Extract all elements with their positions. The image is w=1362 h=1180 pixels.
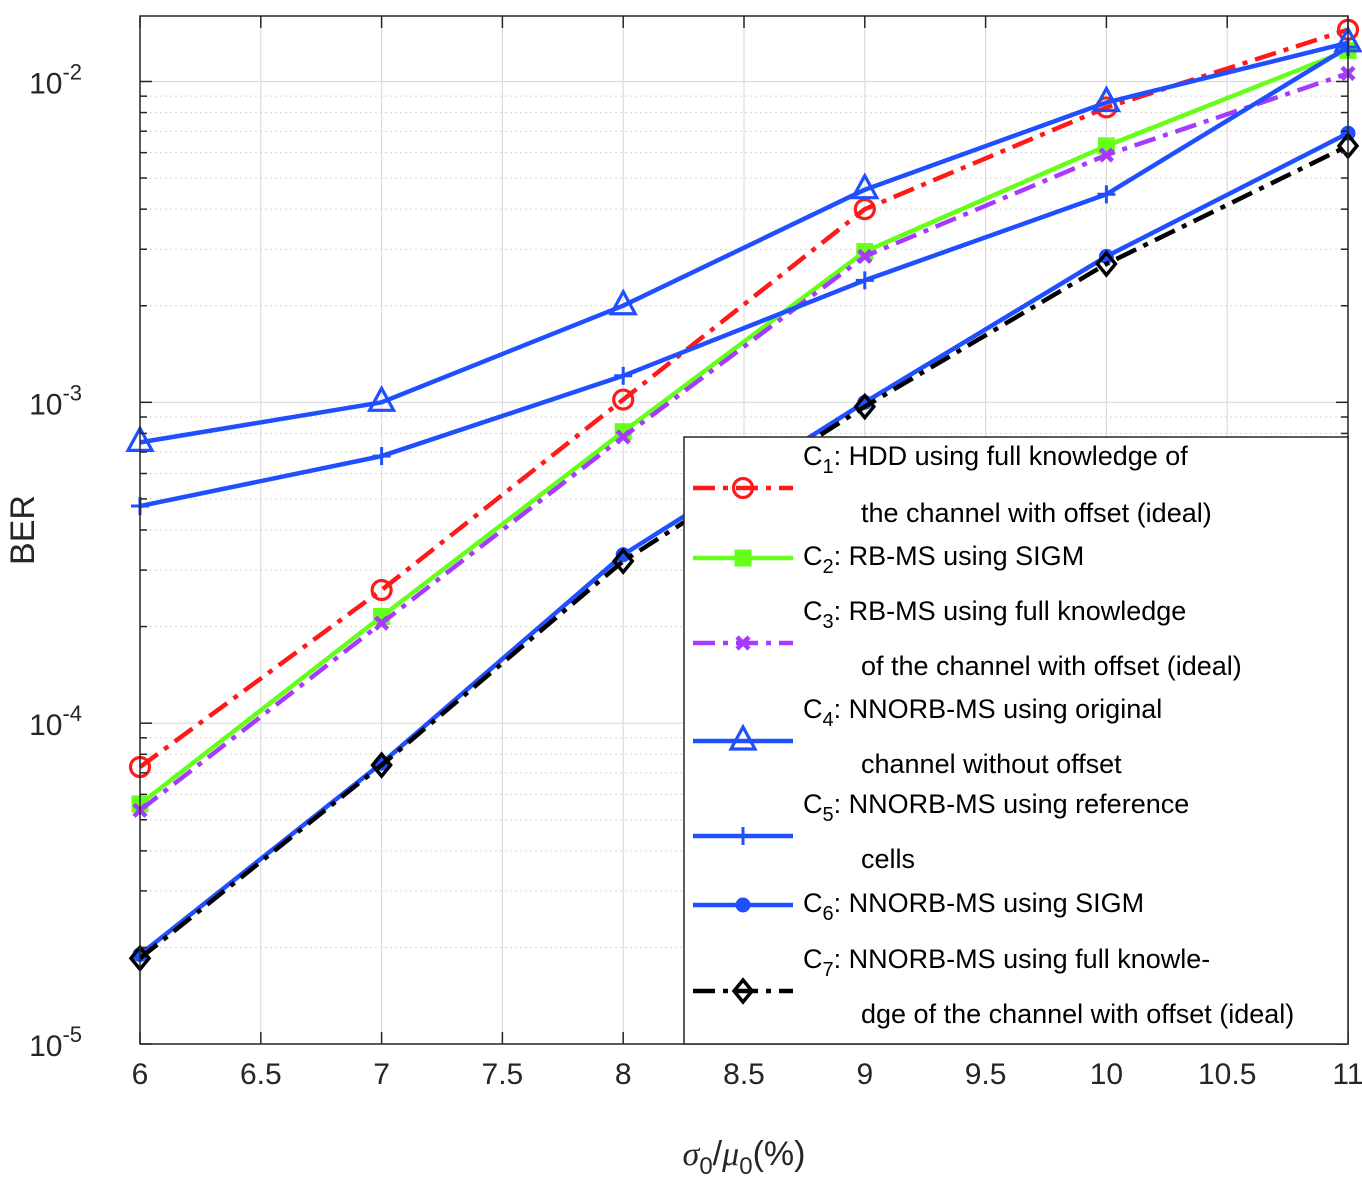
y-tick-label: 10-5 <box>29 1022 82 1063</box>
x-tick-label: 9.5 <box>965 1058 1007 1091</box>
data-point-c4 <box>1091 85 1122 113</box>
series-line-c5 <box>139 45 1350 509</box>
x-axis-label: σ0/μ0(%) <box>683 1135 806 1180</box>
legend-entry-c5: C5: NNORB-MS using reference cells <box>693 789 1189 874</box>
data-point-c1 <box>370 578 393 602</box>
legend-swatch-marker <box>735 897 751 913</box>
legend-box <box>683 436 1349 1045</box>
legend-entry-c4: C4: NNORB-MS using original channel witho… <box>693 694 1162 779</box>
legend-entry-c1: C1: HDD using full knowledge of the chann… <box>693 441 1212 528</box>
legend-label: C6: NNORB-MS using SIGM <box>803 888 1144 925</box>
legend-swatch-marker <box>734 549 752 567</box>
legend-label: C2: RB-MS using SIGM <box>803 541 1084 578</box>
legend-label-line2: the channel with offset (ideal) <box>861 498 1212 528</box>
data-point-c7 <box>370 751 393 779</box>
data-point-c4 <box>608 288 638 316</box>
x-tick-label: 8 <box>615 1058 632 1091</box>
data-point-c4 <box>366 384 397 412</box>
y-tick-label: 10-2 <box>29 59 82 100</box>
x-axis-label-sub: 0 <box>699 1153 712 1180</box>
x-tick-label: 10.5 <box>1198 1058 1256 1091</box>
data-point-c3-stroke <box>615 429 631 445</box>
legend-label-line2: channel without offset <box>861 749 1122 779</box>
data-point-c3 <box>374 615 390 631</box>
data-point-c1 <box>612 388 635 411</box>
x-tick-label: 11 <box>1332 1058 1362 1091</box>
data-point-c3-stroke <box>1098 147 1114 163</box>
data-point-c5 <box>614 366 633 385</box>
data-point-c5 <box>372 447 391 466</box>
data-point-c5 <box>1097 185 1116 204</box>
x-tick-label: 10 <box>1090 1058 1123 1091</box>
data-point-c7 <box>611 547 635 575</box>
x-tick-label: 7 <box>373 1058 390 1091</box>
x-tick-label: 6.5 <box>240 1058 282 1091</box>
legend-entry-c2: C2: RB-MS using SIGM <box>693 541 1084 578</box>
series-line-c7 <box>138 143 1349 961</box>
data-point-c5 <box>855 271 874 290</box>
data-point-c4 <box>850 172 880 200</box>
legend-swatch-marker <box>734 827 752 845</box>
data-point-c3 <box>615 429 631 445</box>
series-line-c3 <box>138 71 1349 813</box>
legend-entry-c3: C3: RB-MS using full knowledge of the cha… <box>693 596 1242 681</box>
legend-swatch-marker <box>728 723 758 751</box>
legend-label: C1: HDD using full knowledge of <box>803 441 1188 478</box>
data-point-c1 <box>853 198 876 221</box>
data-point-c7 <box>853 392 877 421</box>
x-axis-label-sub2: 0 <box>739 1153 752 1180</box>
data-point-c7 <box>1095 250 1118 278</box>
legend-label: C5: NNORB-MS using reference <box>803 789 1189 826</box>
y-axis-label: BER <box>4 495 42 565</box>
y-tick-label: 10-4 <box>29 701 82 742</box>
legend-entry-c6: C6: NNORB-MS using SIGM <box>693 888 1144 925</box>
legend: C1: HDD using full knowledge of the chann… <box>683 436 1349 1045</box>
x-tick-label: 7.5 <box>482 1058 524 1091</box>
data-point-c3 <box>1098 147 1114 163</box>
x-tick-label: 8.5 <box>723 1058 765 1091</box>
legend-label-line2: of the channel with offset (ideal) <box>861 651 1242 681</box>
x-tick-label: 9 <box>856 1058 873 1091</box>
legend-label: C3: RB-MS using full knowledge <box>803 596 1186 633</box>
legend-label-line2: dge of the channel with offset (ideal) <box>861 999 1294 1029</box>
x-axis-label-slash: / <box>713 1135 723 1173</box>
legend-label-line2: cells <box>861 844 915 874</box>
series-c5 <box>131 38 1357 516</box>
legend-swatch-marker <box>735 635 751 651</box>
legend-swatch-marker <box>731 977 755 1005</box>
x-axis-label-sigma: σ <box>683 1136 701 1173</box>
legend-swatch-marker <box>731 476 755 500</box>
series-line-c2 <box>138 48 1349 806</box>
legend-label: C7: NNORB-MS using full knowle- <box>803 944 1210 981</box>
legend-label: C4: NNORB-MS using original <box>803 694 1162 731</box>
data-point-c3-stroke <box>857 248 873 264</box>
legend-swatch-marker-stroke <box>735 635 751 651</box>
data-point-c3-stroke <box>374 615 390 631</box>
data-point-c3 <box>857 248 873 264</box>
x-tick-label: 6 <box>132 1058 149 1091</box>
series-c3 <box>132 65 1356 818</box>
series-line-c4 <box>139 40 1349 445</box>
axis-ticks: 6 6.5 7 7.5 8 8.5 9 9.5 10 10.5 11 10-5 10-4 10-3 10-2 <box>29 16 1362 1091</box>
x-axis-label-unit: (%) <box>753 1135 806 1173</box>
series-c7 <box>128 132 1360 973</box>
legend-entry-c7: C7: NNORB-MS using full knowle-dge of th… <box>693 944 1294 1029</box>
x-axis-label-mu: μ <box>721 1136 739 1173</box>
y-tick-label: 10-3 <box>29 380 82 421</box>
